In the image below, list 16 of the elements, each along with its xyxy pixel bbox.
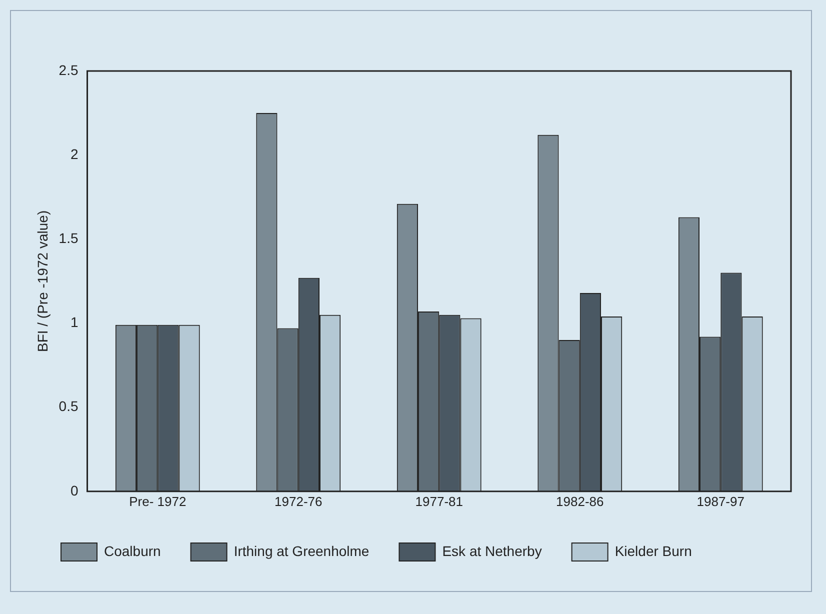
y-tick-label: 0 bbox=[70, 482, 78, 498]
x-tick-label: 1977-81 bbox=[415, 494, 463, 509]
y-tick-label: 1.5 bbox=[58, 230, 78, 246]
y-tick-label: 0.5 bbox=[58, 398, 78, 414]
legend-label: Esk at Netherby bbox=[442, 542, 542, 559]
x-tick-label: 1987-97 bbox=[696, 494, 744, 509]
y-axis-title: BFI / (Pre -1972 value) bbox=[34, 210, 50, 352]
x-tick-label: Pre- 1972 bbox=[129, 494, 186, 509]
y-tick-label: 2.5 bbox=[58, 62, 78, 78]
y-tick-label: 2 bbox=[70, 146, 78, 162]
legend-label: Kielder Burn bbox=[614, 542, 692, 559]
x-tick-label: 1972-76 bbox=[274, 494, 322, 509]
legend-label: Coalburn bbox=[104, 542, 161, 559]
x-tick-label: 1982-86 bbox=[556, 494, 604, 509]
y-tick-label: 1 bbox=[70, 314, 78, 330]
legend-label: Irthing at Greenholme bbox=[234, 542, 370, 559]
